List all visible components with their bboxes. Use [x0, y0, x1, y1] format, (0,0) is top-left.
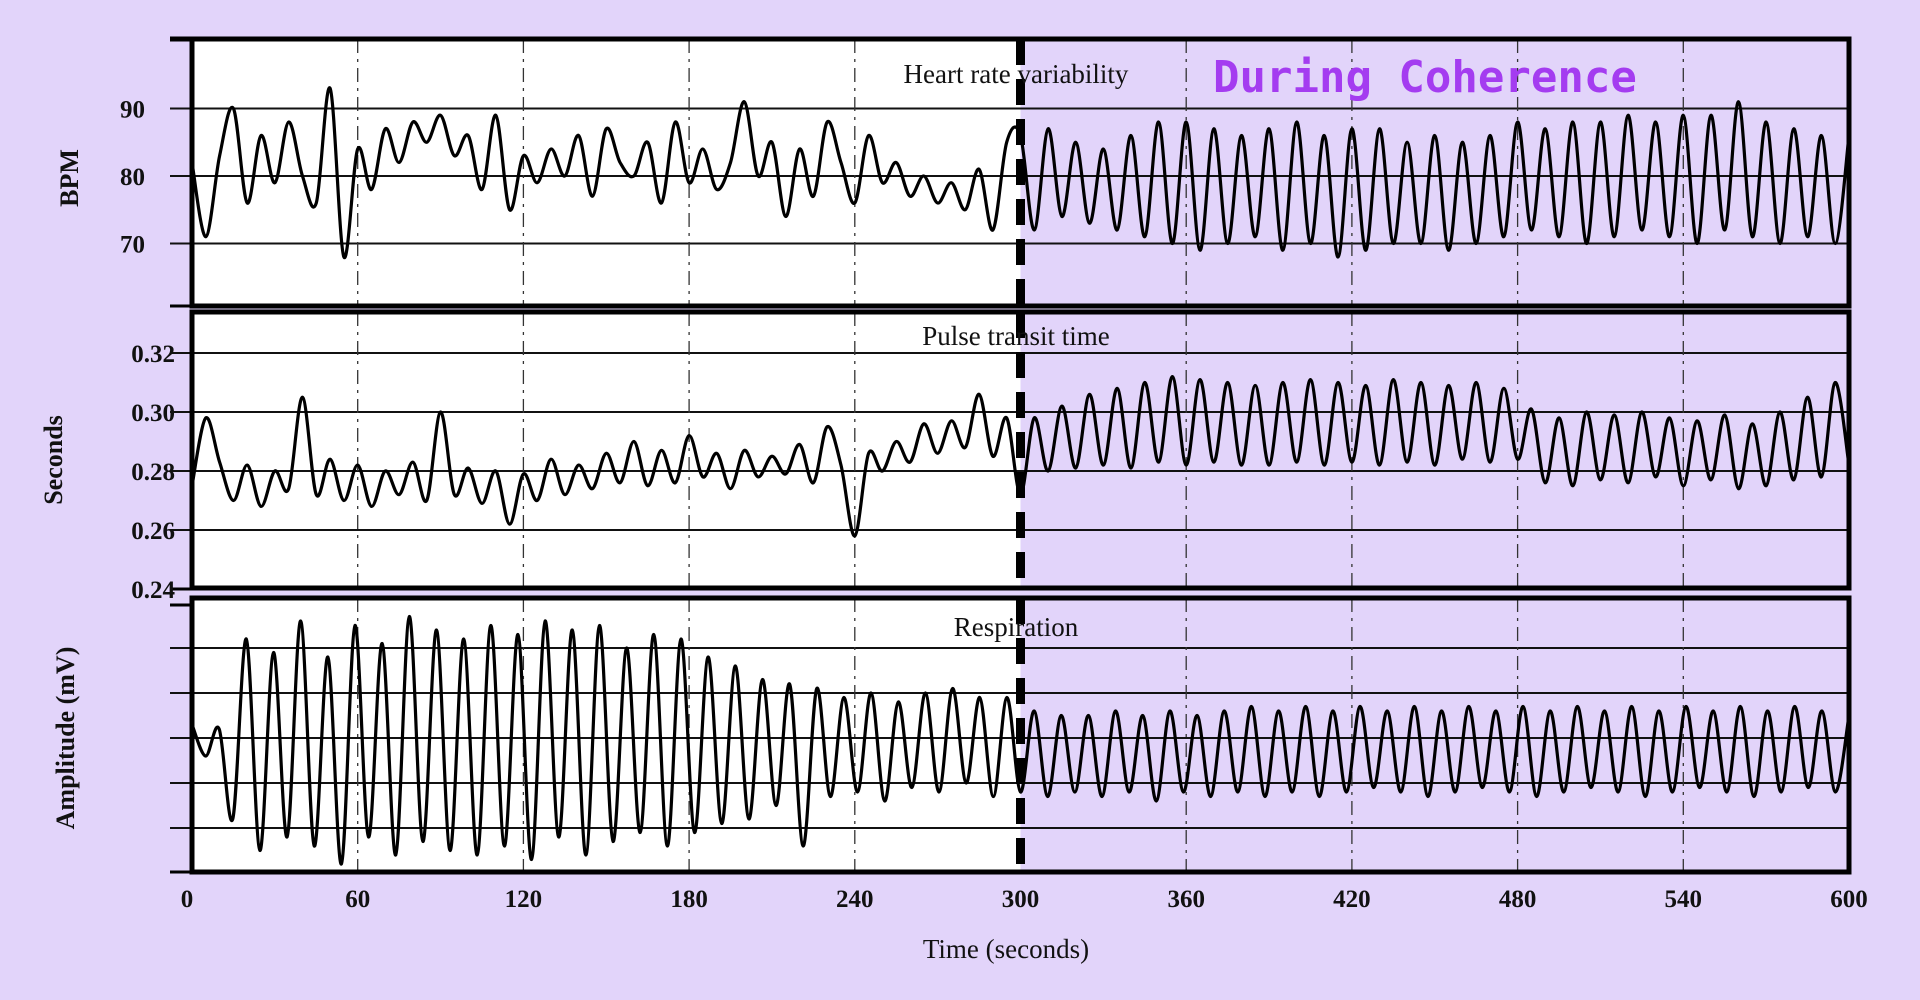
x-tick-labels: 0 60 120 180 240 300 360 420 480 540 600 — [181, 886, 1868, 913]
y-tick-label: 0.30 — [131, 400, 175, 427]
y-tick-label: 0.32 — [131, 341, 175, 368]
y-axis-label-amplitude: Amplitude (mV) — [51, 647, 80, 830]
y-tick-label: 0.24 — [131, 577, 175, 604]
panels — [170, 36, 1852, 875]
x-tick-label: 300 — [1002, 886, 1040, 913]
signal-trace — [190, 614, 1851, 866]
coherence-region — [1020, 39, 1849, 306]
baseline-region — [192, 312, 1021, 588]
x-tick-label: 0 — [181, 886, 194, 913]
x-tick-label: 240 — [836, 886, 874, 913]
panel-border — [189, 309, 1852, 591]
y-tick-label: 70 — [120, 232, 145, 259]
y-tick-label: 0.28 — [131, 459, 175, 486]
x-tick-label: 360 — [1167, 886, 1205, 913]
y-axis-label-bpm: BPM — [55, 149, 84, 207]
x-axis-label: Time (seconds) — [923, 934, 1089, 964]
coherence-region — [1020, 312, 1849, 588]
coherence-region — [1020, 598, 1849, 872]
panel-2 — [170, 309, 1852, 591]
during-coherence-annotation: During Coherence — [1213, 52, 1637, 103]
x-tick-label: 480 — [1499, 886, 1537, 913]
y-tick-labels: 70 80 90 0.24 0.26 0.28 0.30 0.32 — [120, 97, 176, 605]
panel-border — [189, 595, 1852, 875]
x-tick-label: 60 — [345, 886, 370, 913]
y-axis-label-seconds: Seconds — [39, 415, 68, 505]
panel-title-respiration: Respiration — [954, 612, 1079, 642]
x-tick-label: 180 — [670, 886, 708, 913]
x-tick-label: 120 — [505, 886, 543, 913]
panel-1 — [170, 36, 1852, 309]
panel-title-heart-rate: Heart rate variability — [904, 59, 1129, 89]
y-tick-label: 90 — [120, 97, 145, 124]
signal-trace — [190, 374, 1851, 538]
signal-trace — [190, 86, 1851, 259]
y-tick-label: 0.26 — [131, 518, 175, 545]
x-tick-label: 600 — [1830, 886, 1868, 913]
baseline-region — [192, 39, 1021, 306]
panel-3 — [170, 595, 1852, 875]
x-tick-label: 420 — [1333, 886, 1371, 913]
x-tick-label: 540 — [1665, 886, 1703, 913]
panel-title-pulse-transit: Pulse transit time — [922, 321, 1110, 351]
y-tick-label: 80 — [120, 164, 145, 191]
